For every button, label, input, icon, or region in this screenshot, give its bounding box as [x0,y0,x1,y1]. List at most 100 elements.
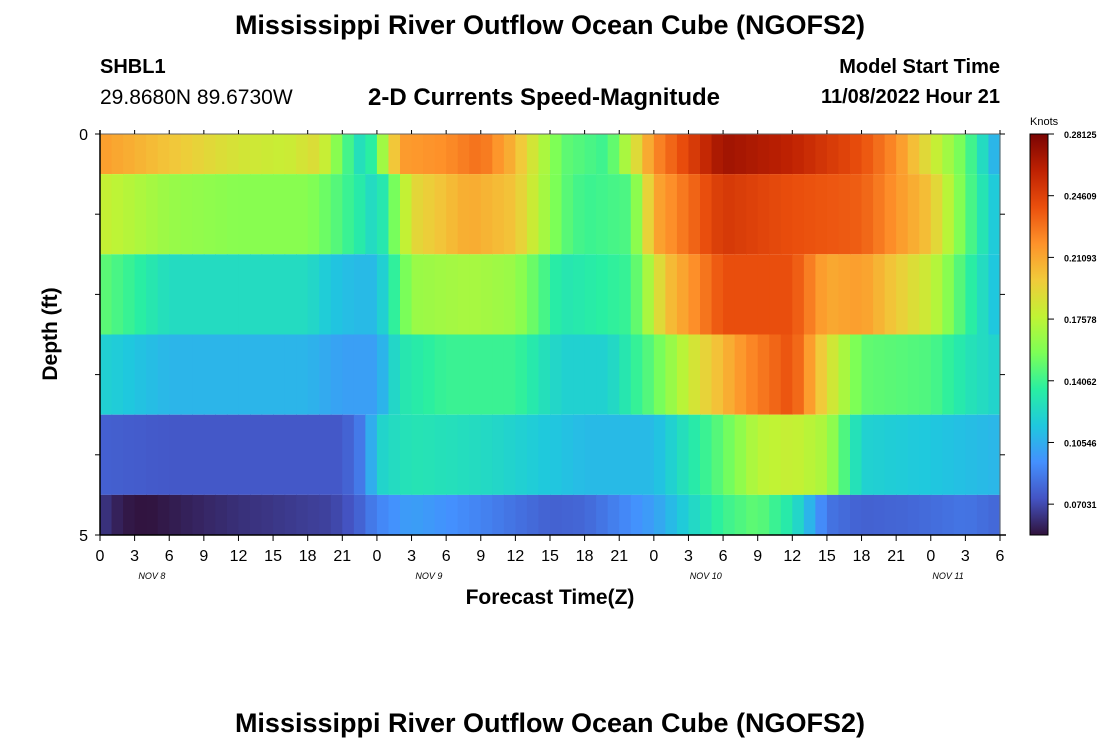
heatmap-cell [988,494,1001,535]
heatmap-cell [480,174,493,255]
heatmap-cell [123,254,136,335]
heatmap-cell [492,254,505,335]
heatmap-cell [307,334,320,415]
heatmap-cell [769,254,782,335]
heatmap-cell [803,414,816,495]
heatmap-layer [100,494,1001,535]
heatmap-cell [642,174,655,255]
heatmap-cell [469,254,482,335]
heatmap-cell [619,254,632,335]
heatmap-cell [284,494,297,535]
heatmap-cell [573,334,586,415]
heatmap-cell [630,334,643,415]
heatmap-cell [792,414,805,495]
heatmap-cell [676,414,690,495]
heatmap-cell [169,494,182,535]
heatmap-cell [146,414,159,495]
x-tick-label: 3 [407,548,416,565]
heatmap-cell [423,254,436,335]
heatmap-cell [480,334,493,415]
heatmap-cell [134,334,147,415]
heatmap-cell [734,174,747,255]
heatmap-cell [976,494,990,535]
heatmap-cell [503,134,516,175]
heatmap-cell [711,254,724,335]
x-tick-label: 18 [853,548,871,565]
heatmap-cell [873,134,886,175]
heatmap-cell [907,494,920,535]
heatmap-cell [630,254,643,335]
heatmap-cell [976,134,990,175]
heatmap-cell [550,414,563,495]
heatmap-cell [803,494,816,535]
heatmap-cell [653,134,666,175]
heatmap-cell [861,254,874,335]
heatmap-cell [342,134,355,175]
heatmap-cell [296,134,309,175]
heatmap-cell [226,334,240,415]
heatmap-cell [550,134,563,175]
heatmap-cell [930,174,943,255]
x-tick-label: 0 [649,548,658,565]
heatmap-cell [850,254,863,335]
heatmap-cell [296,174,309,255]
heatmap-cell [884,414,897,495]
heatmap-cell [526,254,540,335]
heatmap-cell [584,254,597,335]
heatmap-cell [203,334,216,415]
x-tick-label: 3 [961,548,970,565]
heatmap-cell [746,174,759,255]
heatmap-cell [238,254,251,335]
heatmap-cell [826,174,840,255]
heatmap-cell [884,334,897,415]
heatmap-cell [596,334,609,415]
heatmap-cell [711,334,724,415]
heatmap-cell [226,254,240,335]
heatmap-cell [353,494,366,535]
colorbar-unit-label: Knots [1030,116,1059,128]
heatmap-cell [561,254,574,335]
heatmap-cell [411,414,424,495]
heatmap-cell [861,414,874,495]
x-tick-label: 21 [887,548,905,565]
heatmap-cell [792,174,805,255]
heatmap-cell [353,134,366,175]
heatmap-cell [238,414,251,495]
x-tick-label: 12 [783,548,801,565]
heatmap-cell [319,494,332,535]
heatmap-cell [296,254,309,335]
heatmap-cell [146,174,159,255]
heatmap-cell [134,134,147,175]
heatmap-cell [930,254,943,335]
heatmap-cell [342,174,355,255]
heatmap-cell [400,494,413,535]
heatmap-cell [942,134,955,175]
heatmap-cell [457,134,470,175]
heatmap-cell [919,414,932,495]
heatmap-cell [803,334,816,415]
heatmap-cell [226,494,240,535]
heatmap-cell [215,174,228,255]
x-tick-label: 12 [506,548,524,565]
heatmap-cell [688,254,701,335]
heatmap-cell [365,174,378,255]
y-tick-label: 0 [79,127,88,144]
heatmap-cell [411,494,424,535]
heatmap-cell [988,174,1001,255]
heatmap-cell [653,174,666,255]
heatmap-cell [400,134,413,175]
heatmap-cell [734,334,747,415]
heatmap-cell [942,494,955,535]
heatmap-cell [550,174,563,255]
heatmap-cell [330,494,343,535]
heatmap-cell [157,134,170,175]
heatmap-cell [561,134,574,175]
heatmap-cell [180,134,193,175]
heatmap-layer [100,254,1001,335]
heatmap-cell [607,174,620,255]
heatmap-cell [850,494,863,535]
heatmap-cell [965,254,978,335]
heatmap-layer [100,174,1001,255]
heatmap-cell [215,494,228,535]
heatmap-cell [134,254,147,335]
